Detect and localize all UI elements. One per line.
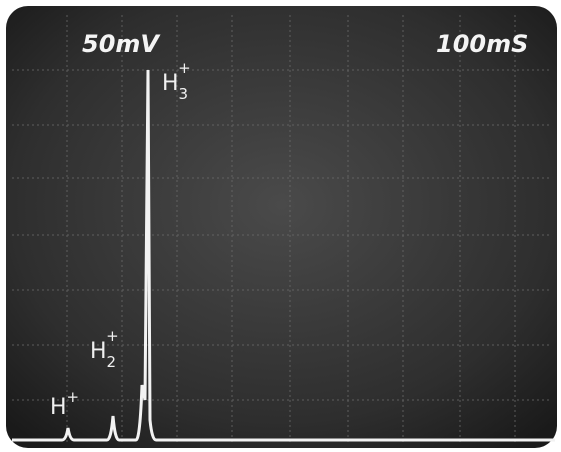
peak-label: H+ bbox=[50, 388, 79, 420]
peak-label: H3 + bbox=[162, 59, 191, 103]
label-sub: 2 bbox=[107, 353, 117, 371]
graticule bbox=[12, 15, 552, 445]
time-scale: 100mS bbox=[436, 30, 528, 58]
screen bbox=[6, 6, 557, 448]
trace bbox=[12, 69, 555, 442]
peak-label: H2 + bbox=[90, 327, 119, 371]
label-sup: + bbox=[67, 388, 80, 406]
label-base: H bbox=[90, 339, 107, 364]
label-sup: + bbox=[178, 59, 191, 77]
label-sub: 3 bbox=[179, 85, 189, 103]
label-base: H bbox=[162, 71, 179, 96]
vertical-scale: 50mV bbox=[82, 30, 161, 58]
label-sup: + bbox=[106, 327, 119, 345]
label-base: H bbox=[50, 395, 67, 420]
